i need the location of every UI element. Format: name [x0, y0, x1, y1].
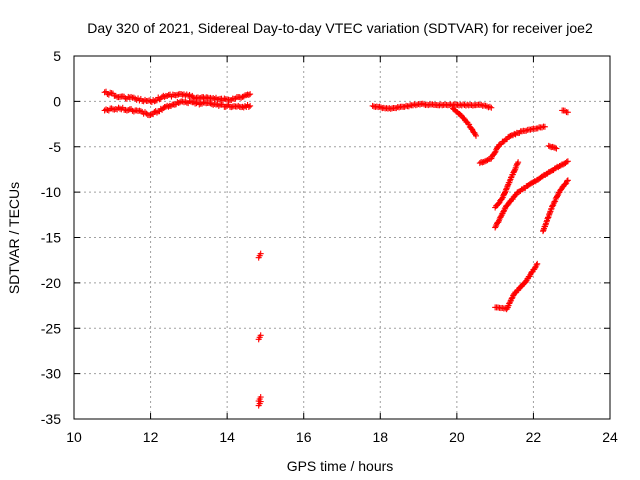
data-point [255, 398, 264, 409]
data-point [530, 123, 547, 132]
series-arc-late-a [476, 123, 548, 167]
chart-title: Day 320 of 2021, Sidereal Day-to-day VTE… [87, 20, 593, 36]
data-point [492, 203, 509, 231]
series-arc-late-d [492, 260, 541, 313]
series-arc-morning-lower [101, 98, 254, 119]
y-tick-label: -20 [41, 275, 61, 291]
series-isolated-points [255, 250, 264, 409]
data-point [476, 155, 494, 167]
data-point [488, 143, 502, 162]
data-point [473, 132, 479, 139]
x-tick-label: 16 [296, 429, 312, 445]
data-point [255, 250, 264, 261]
data-point [101, 88, 122, 101]
data-point [132, 95, 153, 105]
data-point [162, 90, 183, 100]
x-axis-label: GPS time / hours [287, 458, 394, 474]
x-tick-label: 14 [219, 429, 235, 445]
data-point [239, 101, 252, 111]
series-arc-late-e [540, 177, 571, 235]
data-point [488, 104, 495, 111]
x-tick-label: 18 [372, 429, 388, 445]
data-point [116, 93, 137, 102]
data-point [208, 100, 229, 110]
x-tick-label: 12 [143, 429, 159, 445]
data-point [162, 99, 183, 110]
data-point [247, 102, 254, 109]
data-point [147, 92, 168, 105]
data-point [116, 104, 137, 115]
data-point [541, 123, 548, 130]
x-tick-label: 20 [449, 429, 465, 445]
data-point [564, 177, 571, 184]
data-point [495, 133, 513, 148]
series-arc-late-g [559, 107, 571, 116]
data-point [147, 103, 168, 118]
data-point [492, 195, 505, 211]
series-arc-late-b [492, 159, 522, 211]
data-point [476, 101, 493, 111]
grid [74, 56, 610, 419]
y-axis-label: SDTVAR / TECUs [6, 182, 22, 294]
data-point [465, 121, 479, 138]
data-point [178, 91, 199, 102]
data-point [564, 109, 571, 116]
series-arc-evening [369, 100, 495, 112]
y-tick-label: -30 [41, 366, 61, 382]
y-tick-label: -25 [41, 320, 61, 336]
data-point [384, 103, 405, 112]
data-point [564, 158, 571, 165]
y-tick-label: -5 [49, 139, 62, 155]
data-point [534, 260, 541, 267]
data-point [400, 101, 421, 110]
data-point [545, 142, 559, 151]
series-arc-evening-drop [450, 105, 479, 139]
data-point [193, 94, 214, 102]
y-tick-label: 5 [53, 48, 61, 64]
axis-ticks: 10 12 14 16 18 20 22 24 5 0 -5 -10 -15 -20 -25 -30 -35 [41, 48, 618, 445]
data-point [522, 261, 540, 285]
y-tick-label: -10 [41, 184, 61, 200]
x-tick-label: 10 [66, 429, 82, 445]
data-points [101, 88, 571, 409]
y-tick-label: -35 [41, 411, 61, 427]
x-tick-label: 22 [526, 429, 542, 445]
data-point [224, 94, 245, 104]
x-tick-label: 24 [602, 429, 618, 445]
data-point [255, 332, 264, 343]
data-point [247, 91, 254, 98]
data-point [193, 99, 214, 108]
data-point [457, 111, 471, 126]
data-point [515, 159, 522, 166]
series-arc-late-c [492, 158, 571, 231]
data-point [515, 179, 536, 196]
data-point [503, 291, 517, 313]
y-tick-label: 0 [53, 93, 61, 109]
data-point [224, 101, 245, 111]
data-point [132, 107, 153, 119]
data-point [369, 102, 390, 112]
series-arc-morning-upper [101, 88, 254, 105]
series-arc-late-f [545, 142, 560, 152]
y-tick-label: -15 [41, 230, 61, 246]
data-point [553, 145, 560, 152]
